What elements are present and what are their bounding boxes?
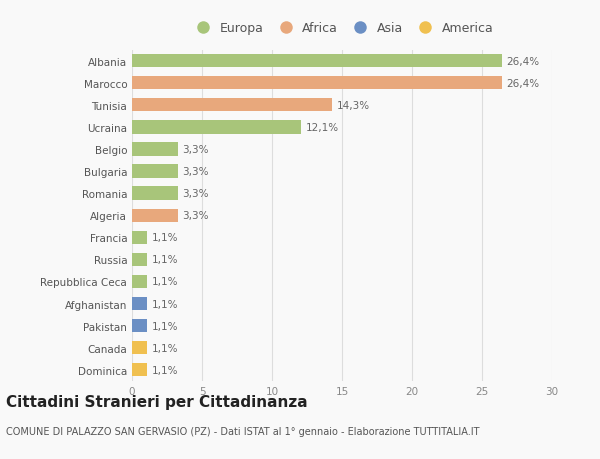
Text: 1,1%: 1,1%: [152, 343, 178, 353]
Text: 26,4%: 26,4%: [506, 78, 539, 89]
Bar: [132, 231, 148, 244]
Bar: [132, 99, 332, 112]
Text: 1,1%: 1,1%: [152, 321, 178, 331]
Text: 3,3%: 3,3%: [182, 189, 209, 199]
Bar: [132, 55, 502, 68]
Bar: [132, 143, 178, 156]
Bar: [132, 275, 148, 288]
Text: 1,1%: 1,1%: [152, 299, 178, 309]
Text: 26,4%: 26,4%: [506, 56, 539, 67]
Text: 3,3%: 3,3%: [182, 167, 209, 177]
Bar: [132, 121, 301, 134]
Text: 1,1%: 1,1%: [152, 365, 178, 375]
Text: 14,3%: 14,3%: [337, 101, 370, 111]
Text: 12,1%: 12,1%: [305, 123, 339, 133]
Bar: [132, 187, 178, 200]
Text: Cittadini Stranieri per Cittadinanza: Cittadini Stranieri per Cittadinanza: [6, 394, 308, 409]
Text: 3,3%: 3,3%: [182, 211, 209, 221]
Text: 3,3%: 3,3%: [182, 145, 209, 155]
Bar: [132, 165, 178, 178]
Text: COMUNE DI PALAZZO SAN GERVASIO (PZ) - Dati ISTAT al 1° gennaio - Elaborazione TU: COMUNE DI PALAZZO SAN GERVASIO (PZ) - Da…: [6, 426, 479, 436]
Legend: Europa, Africa, Asia, America: Europa, Africa, Asia, America: [188, 20, 496, 38]
Text: 1,1%: 1,1%: [152, 277, 178, 287]
Text: 1,1%: 1,1%: [152, 233, 178, 243]
Bar: [132, 297, 148, 310]
Bar: [132, 364, 148, 376]
Bar: [132, 319, 148, 332]
Bar: [132, 341, 148, 354]
Text: 1,1%: 1,1%: [152, 255, 178, 265]
Bar: [132, 209, 178, 222]
Bar: [132, 253, 148, 266]
Bar: [132, 77, 502, 90]
